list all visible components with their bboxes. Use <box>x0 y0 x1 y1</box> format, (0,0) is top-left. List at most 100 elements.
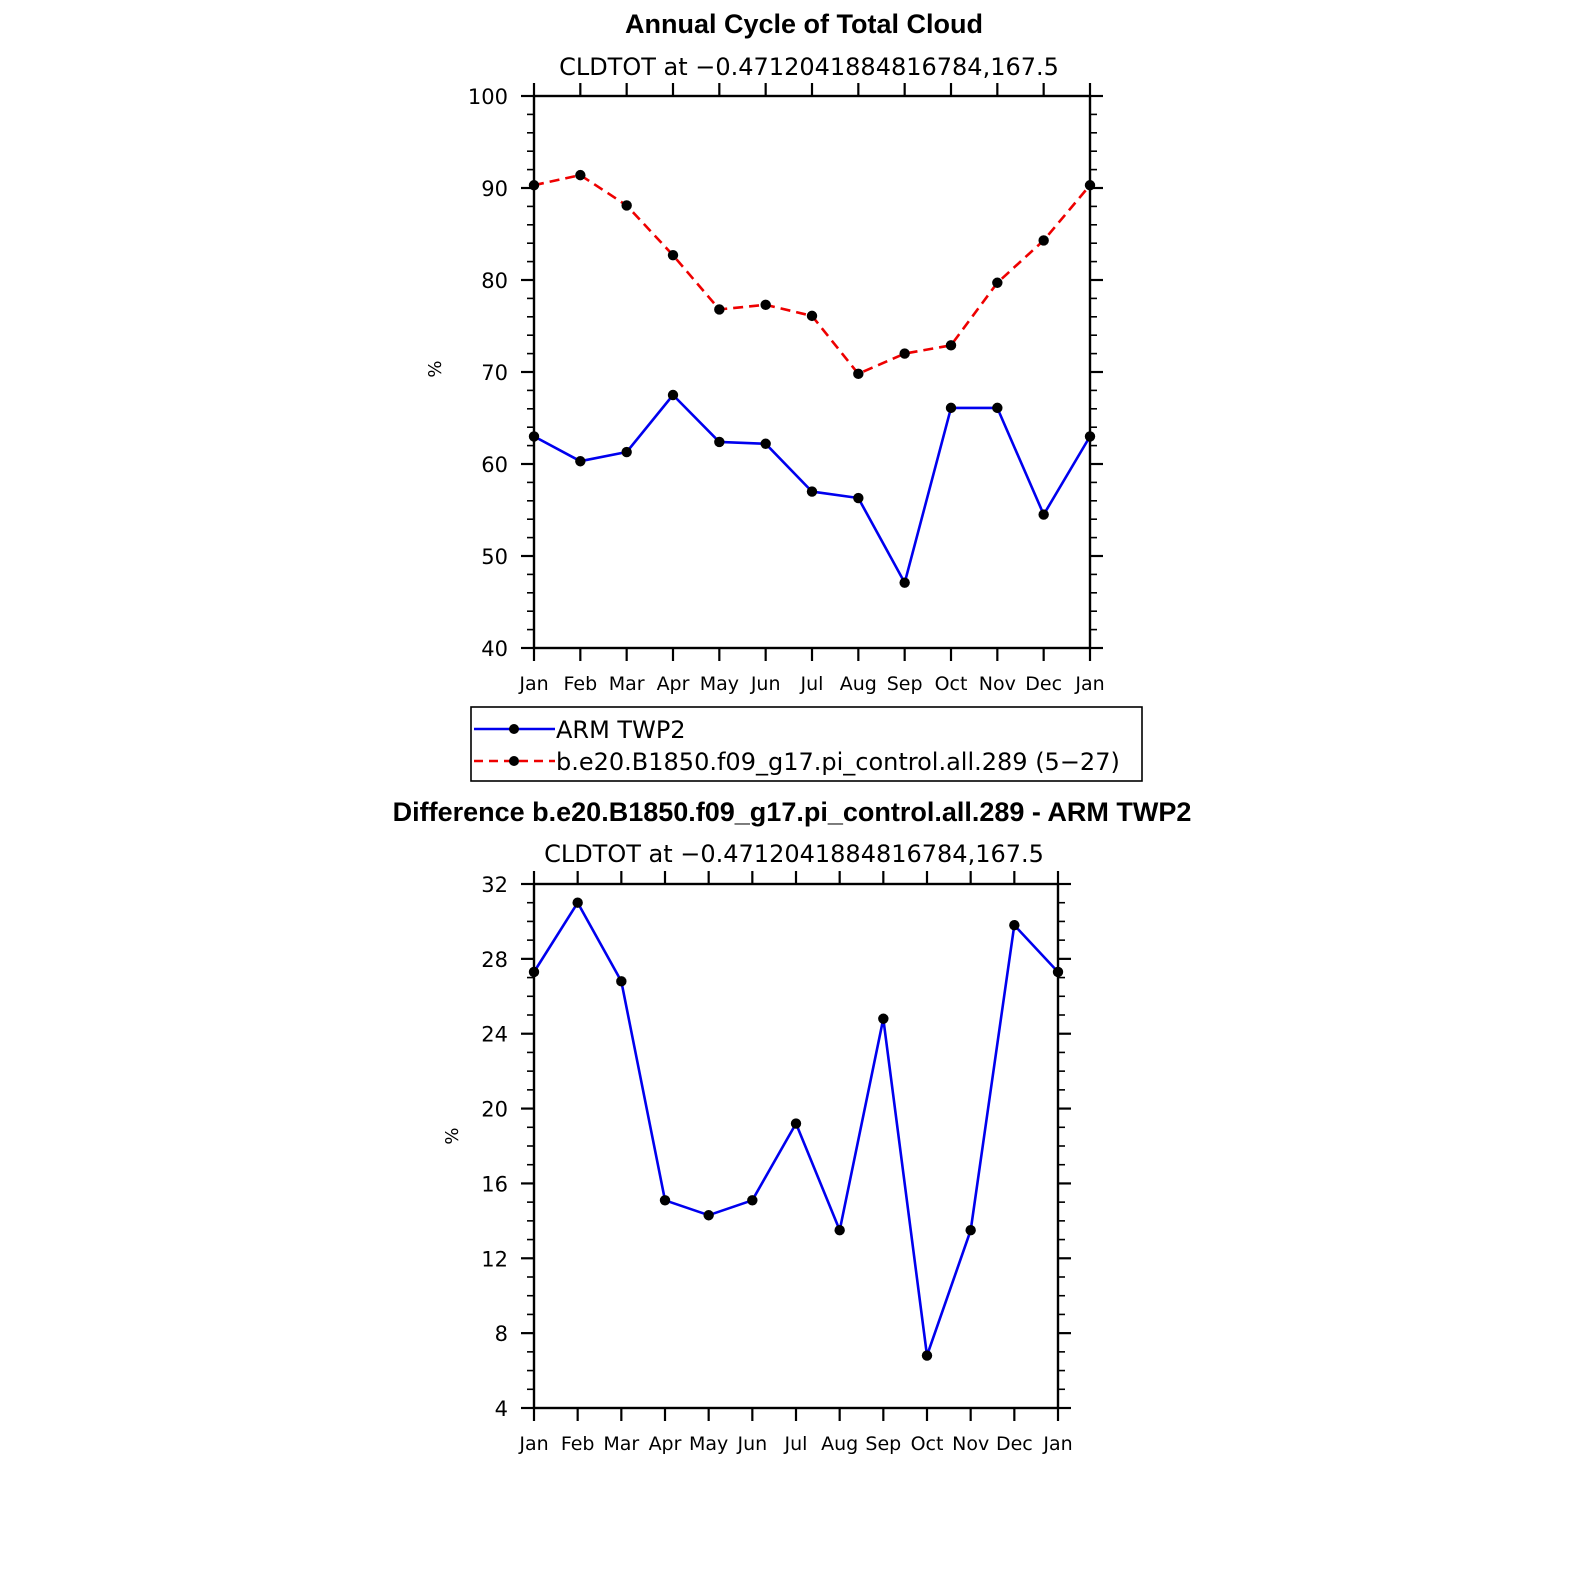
data-point <box>616 976 627 987</box>
data-point <box>747 1195 758 1206</box>
data-point <box>575 456 586 467</box>
data-point <box>806 310 818 322</box>
legend-box <box>470 706 1143 782</box>
y-tick-label: 24 <box>481 1023 508 1047</box>
x-tick-label: Jan <box>1074 673 1104 695</box>
legend-marker-model <box>509 756 519 766</box>
annual-cycle-chart: Annual Cycle of Total Cloud CLDTOT at −0… <box>425 9 1105 695</box>
y-tick-label: 60 <box>481 453 508 477</box>
x-tick-label: Feb <box>564 673 598 695</box>
legend-entry-arm-twp2: ARM TWP2 <box>474 716 686 744</box>
plot-axes: 4 8 12 16 20 24 28 32 Jan Feb Mar Apr May Jun Jul Aug Se… <box>481 871 1073 1455</box>
data-point <box>853 492 864 504</box>
x-tick-label: Dec <box>1025 673 1062 695</box>
x-tick-label: Mar <box>609 673 645 695</box>
x-tick-label: Apr <box>657 673 690 695</box>
data-point <box>659 1195 671 1206</box>
data-point <box>667 249 679 261</box>
y-tick-label: 4 <box>495 1397 508 1421</box>
legend-label-arm-twp2: ARM TWP2 <box>556 716 686 744</box>
data-point <box>528 431 540 442</box>
y-tick-label: 28 <box>481 948 508 972</box>
difference-chart: Difference b.e20.B1850.f09_g17.pi_contro… <box>393 797 1192 1455</box>
data-point <box>572 897 583 908</box>
data-point <box>528 966 540 978</box>
legend: ARM TWP2 b.e20.B1850.f09_g17.pi_control.… <box>470 706 1143 782</box>
chart-title: Difference b.e20.B1850.f09_g17.pi_contro… <box>393 797 1192 827</box>
x-tick-label: Nov <box>979 673 1016 695</box>
data-point <box>790 1118 802 1129</box>
x-tick-label: Oct <box>935 673 968 695</box>
y-tick-label: 20 <box>481 1098 508 1122</box>
y-tick-label: 8 <box>495 1322 508 1346</box>
y-tick-label: 70 <box>481 361 508 385</box>
x-tick-label: Jan <box>518 673 548 695</box>
data-point <box>806 486 818 497</box>
data-point <box>703 1210 714 1221</box>
data-point <box>921 1350 933 1361</box>
data-point <box>760 438 771 449</box>
x-tick-label: May <box>700 673 739 695</box>
x-tick-label: Nov <box>952 1433 989 1455</box>
plot-frame <box>532 94 1092 650</box>
x-tick-label: Dec <box>996 1433 1033 1455</box>
data-point <box>992 402 1003 414</box>
legend-label-model: b.e20.B1850.f09_g17.pi_control.all.289 (… <box>556 748 1120 776</box>
x-tick-label: Sep <box>887 673 923 695</box>
data-point <box>1038 509 1049 520</box>
x-tick-label: Jan <box>1042 1433 1072 1455</box>
data-point <box>1052 966 1064 978</box>
legend-marker-arm-twp2 <box>509 724 519 734</box>
x-tick-label: Jun <box>750 673 781 695</box>
x-tick-label: Jul <box>800 673 824 695</box>
y-tick-label: 32 <box>481 873 508 897</box>
chart-title: Annual Cycle of Total Cloud <box>625 9 983 39</box>
data-point <box>1038 235 1049 246</box>
legend-entry-model: b.e20.B1850.f09_g17.pi_control.all.289 (… <box>474 748 1120 776</box>
series-line <box>533 173 1091 376</box>
y-tick-label: 12 <box>481 1247 508 1271</box>
data-point <box>834 1225 845 1236</box>
data-point <box>965 1225 976 1236</box>
y-axis-label: % <box>425 360 446 377</box>
plot-marks <box>528 169 1096 588</box>
data-point <box>853 368 864 380</box>
x-tick-label: Jun <box>736 1433 767 1455</box>
data-point <box>992 277 1003 288</box>
x-tick-label: May <box>689 1433 728 1455</box>
chart-subtitle: CLDTOT at −0.4712041884816784,167.5 <box>559 53 1059 81</box>
x-tick-label: Aug <box>840 673 877 695</box>
y-tick-label: 100 <box>468 85 508 109</box>
data-point <box>1084 431 1096 442</box>
y-tick-label: 40 <box>481 637 508 661</box>
y-tick-label: 50 <box>481 545 508 569</box>
data-point <box>945 402 957 414</box>
x-tick-label: Jul <box>784 1433 808 1455</box>
data-point <box>621 200 632 211</box>
data-point <box>760 299 771 311</box>
data-point <box>1009 919 1020 931</box>
x-tick-label: Apr <box>649 1433 682 1455</box>
data-point <box>878 1013 889 1024</box>
x-tick-label: Jan <box>518 1433 548 1455</box>
data-point <box>667 389 679 401</box>
y-tick-label: 16 <box>481 1172 508 1196</box>
chart-subtitle: CLDTOT at −0.4712041884816784,167.5 <box>544 840 1044 868</box>
data-point <box>528 180 540 191</box>
data-point <box>899 577 910 588</box>
y-axis-label: % <box>442 1127 463 1144</box>
data-point <box>714 304 725 315</box>
plot-axes: 40 50 60 70 80 90 100 Jan Feb Mar Apr May Jun Jul Aug S… <box>468 83 1105 695</box>
x-tick-label: Sep <box>865 1433 901 1455</box>
y-tick-label: 90 <box>481 177 508 201</box>
x-tick-label: Aug <box>821 1433 858 1455</box>
data-point <box>714 436 725 448</box>
data-point <box>945 340 957 351</box>
data-point <box>1084 180 1096 191</box>
x-tick-label: Feb <box>561 1433 595 1455</box>
x-tick-label: Mar <box>603 1433 639 1455</box>
data-point <box>575 169 586 181</box>
series-line <box>532 901 1059 1357</box>
plot-marks <box>528 897 1064 1361</box>
